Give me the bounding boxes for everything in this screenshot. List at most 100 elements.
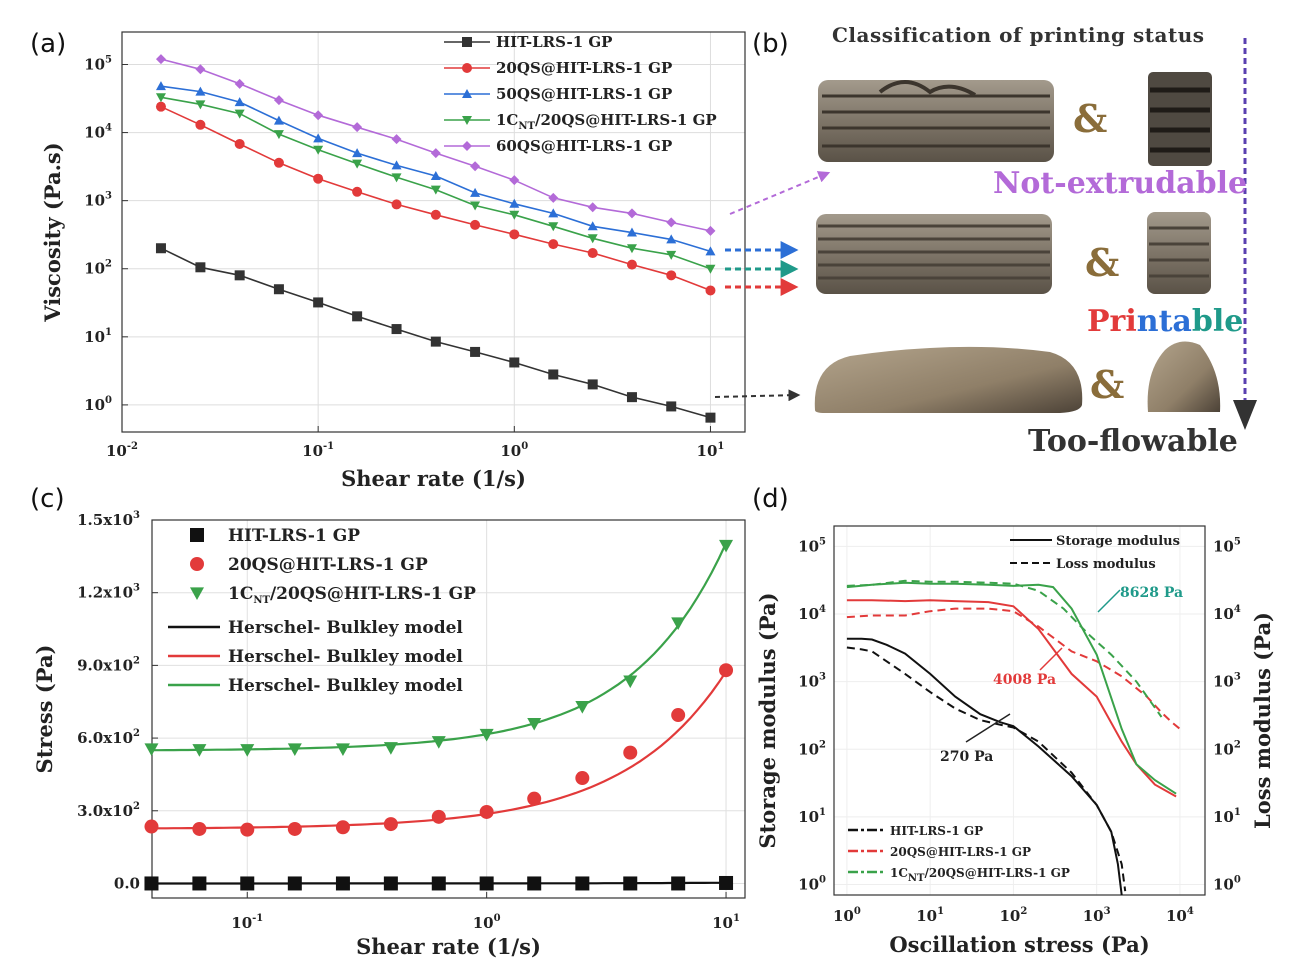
a-point-1-8: [470, 219, 481, 230]
c-point-0-7: [479, 876, 494, 891]
a-point-1-10: [548, 239, 559, 250]
a-point-2-1: [195, 86, 206, 96]
a-point-4-10: [548, 192, 559, 203]
c-legend-model-label-2: Herschel- Bulkley model: [228, 676, 463, 696]
d-annot-line-2: [1097, 589, 1121, 613]
a-point-1-9: [509, 229, 520, 240]
d-series-line-1: [846, 646, 1127, 892]
a-point-0-0: [155, 243, 166, 254]
c-plot-frame: [151, 519, 746, 899]
c-point-0-2: [240, 876, 255, 891]
d-y2label: Loss modulus (Pa): [1250, 612, 1275, 829]
d-xtick-4-base: 10: [1166, 907, 1187, 925]
a-xtick-2-base: 10: [500, 442, 521, 460]
printing-status-title: Classification of printing status: [832, 23, 1205, 47]
c-legend-marker-1: [190, 557, 204, 571]
a-point-3-3: [273, 130, 284, 140]
c-point-0-4: [335, 876, 350, 891]
a-point-3-1: [195, 100, 206, 110]
a-point-4-1: [195, 64, 206, 75]
d-legend-sample-label-0: HIT-LRS-1 GP: [890, 824, 983, 838]
not-extrudable-tall-sample: [1148, 72, 1212, 166]
a-xtick-2-exp: 0: [521, 441, 528, 452]
c-point-1-1: [192, 821, 207, 836]
c-point-1-12: [719, 663, 734, 678]
c-ytick-base-0: 0.0: [114, 874, 140, 892]
d-ytick-left-4: 104: [798, 604, 826, 623]
d-xtick-3-base: 10: [1083, 907, 1104, 925]
c-point-2-3: [287, 743, 302, 756]
c-ytick-5: 1.5x103: [77, 510, 140, 529]
a-plot-frame: [121, 31, 746, 433]
c-point-2-8: [527, 717, 542, 731]
c-xlabel: Shear rate (1/s): [356, 934, 541, 959]
panel-b-printing-status: Classification of printing status & Not-…: [814, 23, 1257, 459]
a-ytick-3: 103: [84, 191, 112, 210]
d-xtick-4: 104: [1166, 906, 1194, 925]
a-xtick-1: 10-1: [302, 441, 334, 460]
a-ytick-1: 101: [84, 327, 112, 346]
a-ytick-2-exp: 2: [105, 259, 112, 270]
a-point-0-3: [273, 284, 284, 295]
a-ytick-2: 102: [84, 259, 112, 278]
d-series-line-4: [846, 581, 1177, 795]
a-ytick-4-exp: 4: [105, 123, 112, 134]
a-legend-label-3-rest: /20QS@HIT-LRS-1 GP: [535, 111, 717, 129]
a-point-0-7: [430, 336, 441, 347]
c-point-2-12: [719, 539, 734, 553]
a-legend-label-0: HIT-LRS-1 GP: [496, 33, 612, 51]
chart-c-stress: 0.03.0x1026.0x1029.0x1021.2x1031.5x10310…: [32, 510, 746, 959]
c-ytick-4: 1.2x103: [77, 583, 140, 602]
a-point-0-4: [313, 297, 324, 308]
a-point-3-13: [666, 250, 677, 260]
a-point-3-14: [705, 264, 716, 274]
a-xtick-1-base: 10: [302, 442, 323, 460]
a-ytick-1-base: 10: [84, 328, 105, 346]
a-ylabel: Viscosity (Pa.s): [40, 142, 65, 322]
d-ytick-right-0-exp: 0: [1234, 875, 1241, 886]
c-ytick-exp-1: 2: [133, 801, 140, 812]
d-ytick-right-0-base: 10: [1213, 876, 1234, 894]
d-ytick-left-1-exp: 1: [819, 807, 826, 818]
d-ytick-right-4: 104: [1213, 604, 1241, 623]
c-point-1-3: [287, 821, 302, 836]
a-xtick-1-exp: -1: [323, 441, 334, 452]
d-xtick-0: 100: [833, 906, 861, 925]
a-point-4-9: [509, 175, 520, 186]
d-ytick-left-0-exp: 0: [819, 875, 826, 886]
a-point-4-2: [234, 78, 245, 89]
a-point-3-9: [509, 210, 520, 220]
d-legend-style-label-1: Loss modulus: [1056, 557, 1156, 572]
a-ytick-2-base: 10: [84, 260, 105, 278]
a-ytick-1-exp: 1: [105, 327, 112, 338]
d-ytick-right-5-base: 10: [1213, 537, 1234, 555]
a-point-2-14: [705, 246, 716, 256]
a-ytick-3-exp: 3: [105, 191, 112, 202]
a-point-3-2: [234, 109, 245, 119]
d-ytick-right-3-base: 10: [1213, 673, 1234, 691]
c-point-1-4: [335, 820, 350, 835]
a-point-0-14: [705, 412, 716, 423]
c-point-0-12: [719, 875, 734, 890]
c-point-1-7: [479, 804, 494, 819]
c-legend-label-2: 1CNT/20QS@HIT-LRS-1 GP: [228, 584, 476, 606]
d-legend-sample-label-2-rest: /20QS@HIT-LRS-1 GP: [925, 866, 1070, 880]
a-legend-marker-1: [462, 63, 472, 73]
a-legend-marker-3: [462, 116, 472, 125]
d-ytick-right-2-base: 10: [1213, 740, 1234, 758]
c-point-0-9: [575, 876, 590, 891]
c-ylabel: Stress (Pa): [32, 645, 57, 774]
c-point-2-0: [144, 743, 159, 756]
c-legend-label-2-rest: /20QS@HIT-LRS-1 GP: [270, 584, 476, 604]
a-point-0-5: [352, 311, 363, 322]
a-point-0-6: [391, 324, 402, 335]
printable-tall-sample: [1147, 212, 1211, 294]
a-point-2-12: [626, 227, 637, 237]
c-point-2-5: [383, 742, 398, 755]
a-xtick-0: 10-2: [106, 441, 138, 460]
d-legend-sample-label-1: 20QS@HIT-LRS-1 GP: [890, 845, 1031, 859]
a-point-2-8: [470, 187, 481, 197]
d-ytick-left-5: 105: [798, 536, 826, 555]
a-point-1-4: [313, 173, 324, 184]
